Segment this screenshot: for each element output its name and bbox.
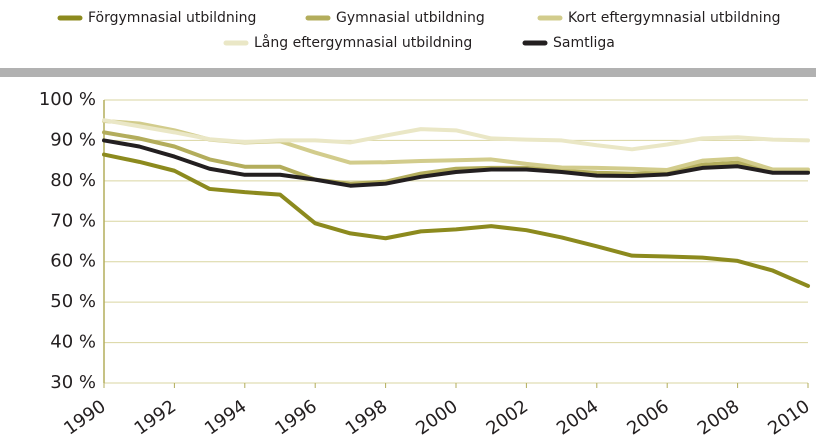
- series-line: [102, 130, 810, 186]
- legend-label: Lång eftergymnasial utbildning: [254, 34, 472, 51]
- x-tick-label: 2004: [553, 396, 603, 439]
- y-tick-label: 80 %: [50, 170, 96, 191]
- y-tick-label: 60 %: [50, 251, 96, 272]
- legend-label: Gymnasial utbildning: [336, 10, 485, 26]
- x-tick-label: 2010: [764, 396, 814, 439]
- x-tick-label: 2002: [483, 396, 533, 439]
- x-tick-label: 2006: [623, 396, 673, 439]
- series-line: [102, 152, 810, 288]
- legend-label: Kort eftergymnasial utbildning: [568, 10, 780, 26]
- x-tick-label: 1996: [271, 396, 321, 439]
- x-tick-label: 1992: [131, 396, 181, 439]
- y-tick-label: 30 %: [50, 372, 96, 393]
- series-line: [102, 118, 810, 152]
- y-tick-label: 90 %: [50, 129, 96, 150]
- separator-bar: [0, 68, 816, 77]
- x-tick-label: 1994: [201, 396, 251, 439]
- y-tick-label: 100 %: [39, 89, 96, 110]
- x-tick-label: 2000: [412, 396, 462, 439]
- legend-label: Förgymnasial utbildning: [88, 10, 256, 26]
- y-tick-label: 40 %: [50, 332, 96, 353]
- series-line: [102, 138, 810, 188]
- x-tick-label: 2008: [694, 396, 744, 439]
- x-tick-label: 1998: [342, 396, 392, 439]
- y-tick-label: 70 %: [50, 210, 96, 231]
- y-tick-label: 50 %: [50, 291, 96, 312]
- x-tick-label: 1990: [60, 396, 110, 439]
- legend-label: Samtliga: [553, 35, 615, 51]
